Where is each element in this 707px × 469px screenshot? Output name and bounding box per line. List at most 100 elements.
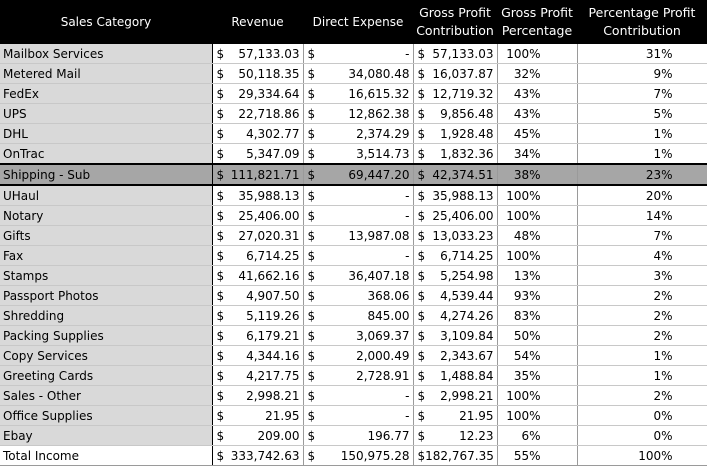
header-gross-profit-percentage[interactable]: Gross Profit Percentage (497, 0, 577, 44)
revenue-cell[interactable]: $5,347.09 (212, 143, 304, 165)
direct-expense-cell[interactable]: $16,615.32 (303, 83, 414, 104)
profit-contribution-cell[interactable]: 20% (577, 185, 707, 206)
gross-profit-cell[interactable]: $16,037.87 (413, 63, 498, 84)
direct-expense-cell[interactable]: $196.77 (303, 425, 414, 446)
direct-expense-cell[interactable]: $845.00 (303, 305, 414, 326)
gross-profit-cell[interactable]: $6,714.25 (413, 245, 498, 266)
profit-contribution-cell[interactable]: 0% (577, 405, 707, 426)
revenue-cell[interactable]: $6,179.21 (212, 325, 304, 346)
gross-profit-cell[interactable]: $13,033.23 (413, 225, 498, 246)
gross-profit-pct-cell[interactable]: 100% (497, 385, 578, 406)
gross-profit-cell[interactable]: $12.23 (413, 425, 498, 446)
gross-profit-cell[interactable]: $12,719.32 (413, 83, 498, 104)
gross-profit-pct-cell[interactable]: 100% (497, 44, 578, 64)
gross-profit-cell[interactable]: $35,988.13 (413, 185, 498, 206)
gross-profit-pct-cell[interactable]: 45% (497, 123, 578, 144)
category-cell[interactable]: Shredding (0, 305, 213, 326)
profit-contribution-cell[interactable]: 100% (577, 445, 707, 466)
gross-profit-cell[interactable]: $4,539.44 (413, 285, 498, 306)
revenue-cell[interactable]: $4,302.77 (212, 123, 304, 144)
profit-contribution-cell[interactable]: 31% (577, 44, 707, 64)
gross-profit-pct-cell[interactable]: 13% (497, 265, 578, 286)
category-cell[interactable]: Stamps (0, 265, 213, 286)
direct-expense-cell[interactable]: $ - (303, 44, 414, 64)
category-cell[interactable]: Notary (0, 205, 213, 226)
profit-contribution-cell[interactable]: 23% (577, 163, 707, 186)
gross-profit-cell[interactable]: $57,133.03 (413, 44, 498, 64)
category-cell[interactable]: Sales - Other (0, 385, 213, 406)
profit-contribution-cell[interactable]: 3% (577, 265, 707, 286)
gross-profit-cell[interactable]: $42,374.51 (413, 163, 498, 186)
gross-profit-pct-cell[interactable]: 100% (497, 405, 578, 426)
direct-expense-cell[interactable]: $ - (303, 385, 414, 406)
direct-expense-cell[interactable]: $36,407.18 (303, 265, 414, 286)
gross-profit-cell[interactable]: $2,998.21 (413, 385, 498, 406)
revenue-cell[interactable]: $35,988.13 (212, 185, 304, 206)
category-cell[interactable]: Copy Services (0, 345, 213, 366)
category-cell[interactable]: Total Income (0, 445, 213, 466)
revenue-cell[interactable]: $5,119.26 (212, 305, 304, 326)
profit-contribution-cell[interactable]: 7% (577, 225, 707, 246)
profit-contribution-cell[interactable]: 1% (577, 143, 707, 165)
gross-profit-pct-cell[interactable]: 100% (497, 205, 578, 226)
category-cell[interactable]: FedEx (0, 83, 213, 104)
revenue-cell[interactable]: $6,714.25 (212, 245, 304, 266)
gross-profit-pct-cell[interactable]: 6% (497, 425, 578, 446)
header-direct-expense[interactable]: Direct Expense (303, 0, 413, 44)
gross-profit-cell[interactable]: $1,928.48 (413, 123, 498, 144)
revenue-cell[interactable]: $4,217.75 (212, 365, 304, 386)
header-revenue[interactable]: Revenue (212, 0, 303, 44)
gross-profit-cell[interactable]: $2,343.67 (413, 345, 498, 366)
revenue-cell[interactable]: $209.00 (212, 425, 304, 446)
category-cell[interactable]: Metered Mail (0, 63, 213, 84)
gross-profit-cell[interactable]: $9,856.48 (413, 103, 498, 124)
direct-expense-cell[interactable]: $3,514.73 (303, 143, 414, 165)
gross-profit-pct-cell[interactable]: 32% (497, 63, 578, 84)
gross-profit-cell[interactable]: $21.95 (413, 405, 498, 426)
gross-profit-pct-cell[interactable]: 100% (497, 185, 578, 206)
category-cell[interactable]: OnTrac (0, 143, 213, 165)
header-gross-profit-contribution[interactable]: Gross Profit Contribution (413, 0, 497, 44)
category-cell[interactable]: Greeting Cards (0, 365, 213, 386)
gross-profit-pct-cell[interactable]: 50% (497, 325, 578, 346)
category-cell[interactable]: UHaul (0, 185, 213, 206)
direct-expense-cell[interactable]: $ - (303, 185, 414, 206)
profit-contribution-cell[interactable]: 5% (577, 103, 707, 124)
revenue-cell[interactable]: $57,133.03 (212, 44, 304, 64)
direct-expense-cell[interactable]: $3,069.37 (303, 325, 414, 346)
direct-expense-cell[interactable]: $34,080.48 (303, 63, 414, 84)
gross-profit-cell[interactable]: $4,274.26 (413, 305, 498, 326)
direct-expense-cell[interactable]: $ - (303, 245, 414, 266)
gross-profit-pct-cell[interactable]: 83% (497, 305, 578, 326)
gross-profit-pct-cell[interactable]: 55% (497, 445, 578, 466)
profit-contribution-cell[interactable]: 2% (577, 285, 707, 306)
gross-profit-cell[interactable]: $3,109.84 (413, 325, 498, 346)
direct-expense-cell[interactable]: $368.06 (303, 285, 414, 306)
gross-profit-cell[interactable]: $5,254.98 (413, 265, 498, 286)
category-cell[interactable]: Fax (0, 245, 213, 266)
gross-profit-pct-cell[interactable]: 54% (497, 345, 578, 366)
direct-expense-cell[interactable]: $13,987.08 (303, 225, 414, 246)
revenue-cell[interactable]: $29,334.64 (212, 83, 304, 104)
profit-contribution-cell[interactable]: 4% (577, 245, 707, 266)
direct-expense-cell[interactable]: $2,374.29 (303, 123, 414, 144)
revenue-cell[interactable]: $333,742.63 (212, 445, 304, 466)
gross-profit-cell[interactable]: $182,767.35 (413, 445, 498, 466)
revenue-cell[interactable]: $21.95 (212, 405, 304, 426)
category-cell[interactable]: Packing Supplies (0, 325, 213, 346)
gross-profit-cell[interactable]: $1,488.84 (413, 365, 498, 386)
direct-expense-cell[interactable]: $12,862.38 (303, 103, 414, 124)
profit-contribution-cell[interactable]: 14% (577, 205, 707, 226)
revenue-cell[interactable]: $22,718.86 (212, 103, 304, 124)
revenue-cell[interactable]: $2,998.21 (212, 385, 304, 406)
gross-profit-pct-cell[interactable]: 34% (497, 143, 578, 165)
category-cell[interactable]: Gifts (0, 225, 213, 246)
gross-profit-cell[interactable]: $1,832.36 (413, 143, 498, 165)
profit-contribution-cell[interactable]: 1% (577, 123, 707, 144)
profit-contribution-cell[interactable]: 0% (577, 425, 707, 446)
direct-expense-cell[interactable]: $69,447.20 (303, 163, 414, 186)
revenue-cell[interactable]: $25,406.00 (212, 205, 304, 226)
direct-expense-cell[interactable]: $2,728.91 (303, 365, 414, 386)
profit-contribution-cell[interactable]: 1% (577, 345, 707, 366)
category-cell[interactable]: UPS (0, 103, 213, 124)
